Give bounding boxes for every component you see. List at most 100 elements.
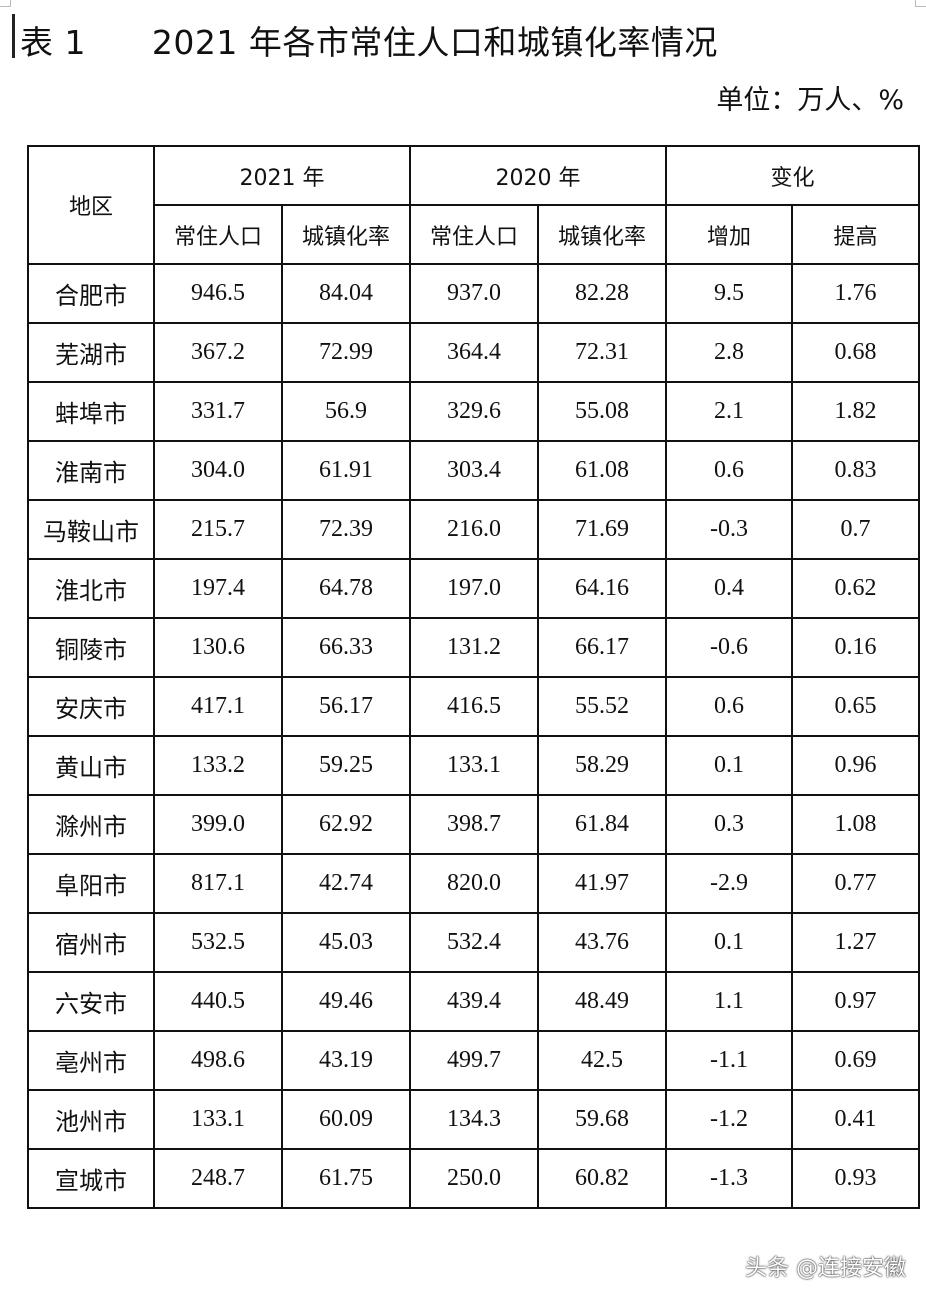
header-region: 地区 <box>27 145 155 265</box>
text-cursor <box>12 14 15 58</box>
cell-value: 216.0 <box>409 499 540 560</box>
cell-region: 六安市 <box>27 971 155 1032</box>
cell-value: 0.4 <box>665 558 794 619</box>
cell-region: 合肥市 <box>27 263 155 324</box>
table-row: 宣城市 248.7 61.75 250.0 60.82 -1.3 0.93 <box>27 1148 921 1209</box>
cell-value: 1.27 <box>791 912 921 973</box>
cell-value: 416.5 <box>409 676 540 737</box>
table-row: 芜湖市 367.2 72.99 364.4 72.31 2.8 0.68 <box>27 322 921 383</box>
table-row: 黄山市 133.2 59.25 133.1 58.29 0.1 0.96 <box>27 735 921 796</box>
cell-value: 43.76 <box>537 912 668 973</box>
table-row: 安庆市 417.1 56.17 416.5 55.52 0.6 0.65 <box>27 676 921 737</box>
cell-value: 71.69 <box>537 499 668 560</box>
cell-value: 250.0 <box>409 1148 540 1209</box>
cell-value: 0.3 <box>665 794 794 855</box>
cell-value: 2.8 <box>665 322 794 383</box>
cell-value: 1.1 <box>665 971 794 1032</box>
cell-value: 0.1 <box>665 912 794 973</box>
cell-value: 499.7 <box>409 1030 540 1091</box>
cell-value: 60.82 <box>537 1148 668 1209</box>
cell-value: 0.62 <box>791 558 921 619</box>
cell-region: 亳州市 <box>27 1030 155 1091</box>
cell-value: 62.92 <box>280 794 412 855</box>
table-body: 合肥市 946.5 84.04 937.0 82.28 9.5 1.76 芜湖市 367.2 72… <box>27 263 921 1209</box>
cell-value: 0.41 <box>791 1089 921 1150</box>
table-row: 池州市 133.1 60.09 134.3 59.68 -1.2 0.41 <box>27 1089 921 1150</box>
cell-value: 0.93 <box>791 1148 921 1209</box>
cell-value: 0.68 <box>791 322 921 383</box>
cell-value: 197.4 <box>153 558 283 619</box>
cell-value: 440.5 <box>153 971 283 1032</box>
header-group: 2020 年 <box>409 145 668 206</box>
cell-value: 417.1 <box>153 676 283 737</box>
cell-value: -1.2 <box>665 1089 794 1150</box>
cell-value: 2.1 <box>665 381 794 442</box>
cell-value: 64.16 <box>537 558 668 619</box>
cell-value: 48.49 <box>537 971 668 1032</box>
cell-value: 133.1 <box>153 1089 283 1150</box>
page-corner-mark <box>915 0 926 7</box>
cell-region: 池州市 <box>27 1089 155 1150</box>
header-sub: 提高 <box>791 204 921 265</box>
cell-value: 197.0 <box>409 558 540 619</box>
cell-value: 398.7 <box>409 794 540 855</box>
cell-region: 阜阳市 <box>27 853 155 914</box>
cell-value: 66.33 <box>280 617 412 678</box>
cell-region: 宣城市 <box>27 1148 155 1209</box>
cell-value: 0.65 <box>791 676 921 737</box>
cell-value: 1.82 <box>791 381 921 442</box>
cell-value: -0.6 <box>665 617 794 678</box>
header-sub: 常住人口 <box>409 204 540 265</box>
cell-value: 0.6 <box>665 440 794 501</box>
cell-value: 0.6 <box>665 676 794 737</box>
cell-value: 66.17 <box>537 617 668 678</box>
cell-value: 331.7 <box>153 381 283 442</box>
cell-value: 72.31 <box>537 322 668 383</box>
cell-value: 133.2 <box>153 735 283 796</box>
cell-value: 84.04 <box>280 263 412 324</box>
cell-value: 532.5 <box>153 912 283 973</box>
cell-region: 淮北市 <box>27 558 155 619</box>
cell-value: 1.76 <box>791 263 921 324</box>
cell-value: 56.9 <box>280 381 412 442</box>
cell-value: 329.6 <box>409 381 540 442</box>
cell-value: 498.6 <box>153 1030 283 1091</box>
cell-value: 41.97 <box>537 853 668 914</box>
cell-value: 131.2 <box>409 617 540 678</box>
cell-region: 马鞍山市 <box>27 499 155 560</box>
watermark: 头条 @连接安徽 <box>745 1256 906 1281</box>
cell-value: 55.08 <box>537 381 668 442</box>
cell-value: 248.7 <box>153 1148 283 1209</box>
cell-value: 61.91 <box>280 440 412 501</box>
cell-value: 49.46 <box>280 971 412 1032</box>
cell-value: 820.0 <box>409 853 540 914</box>
cell-value: 0.7 <box>791 499 921 560</box>
header-group: 2021 年 <box>152 145 412 206</box>
cell-value: 134.3 <box>409 1089 540 1150</box>
cell-value: 304.0 <box>153 440 283 501</box>
header-sub: 增加 <box>665 204 794 265</box>
table-row: 淮北市 197.4 64.78 197.0 64.16 0.4 0.62 <box>27 558 921 619</box>
cell-value: 130.6 <box>153 617 283 678</box>
cell-value: 0.96 <box>791 735 921 796</box>
cell-value: 0.69 <box>791 1030 921 1091</box>
population-table: 地区 2021 年 2020 年 变化 常住人口 城镇化率 常住人口 城镇化率 … <box>27 145 921 1209</box>
cell-value: 72.99 <box>280 322 412 383</box>
cell-region: 安庆市 <box>27 676 155 737</box>
cell-region: 滁州市 <box>27 794 155 855</box>
cell-value: 61.08 <box>537 440 668 501</box>
cell-value: 0.83 <box>791 440 921 501</box>
table-row: 合肥市 946.5 84.04 937.0 82.28 9.5 1.76 <box>27 263 921 324</box>
cell-value: 61.84 <box>537 794 668 855</box>
cell-value: 43.19 <box>280 1030 412 1091</box>
cell-value: 0.77 <box>791 853 921 914</box>
cell-value: 82.28 <box>537 263 668 324</box>
cell-value: 532.4 <box>409 912 540 973</box>
table-row: 淮南市 304.0 61.91 303.4 61.08 0.6 0.83 <box>27 440 921 501</box>
cell-value: 946.5 <box>153 263 283 324</box>
table-row: 蚌埠市 331.7 56.9 329.6 55.08 2.1 1.82 <box>27 381 921 442</box>
cell-value: 367.2 <box>153 322 283 383</box>
cell-value: -2.9 <box>665 853 794 914</box>
header-sub: 城镇化率 <box>280 204 412 265</box>
cell-value: -1.3 <box>665 1148 794 1209</box>
